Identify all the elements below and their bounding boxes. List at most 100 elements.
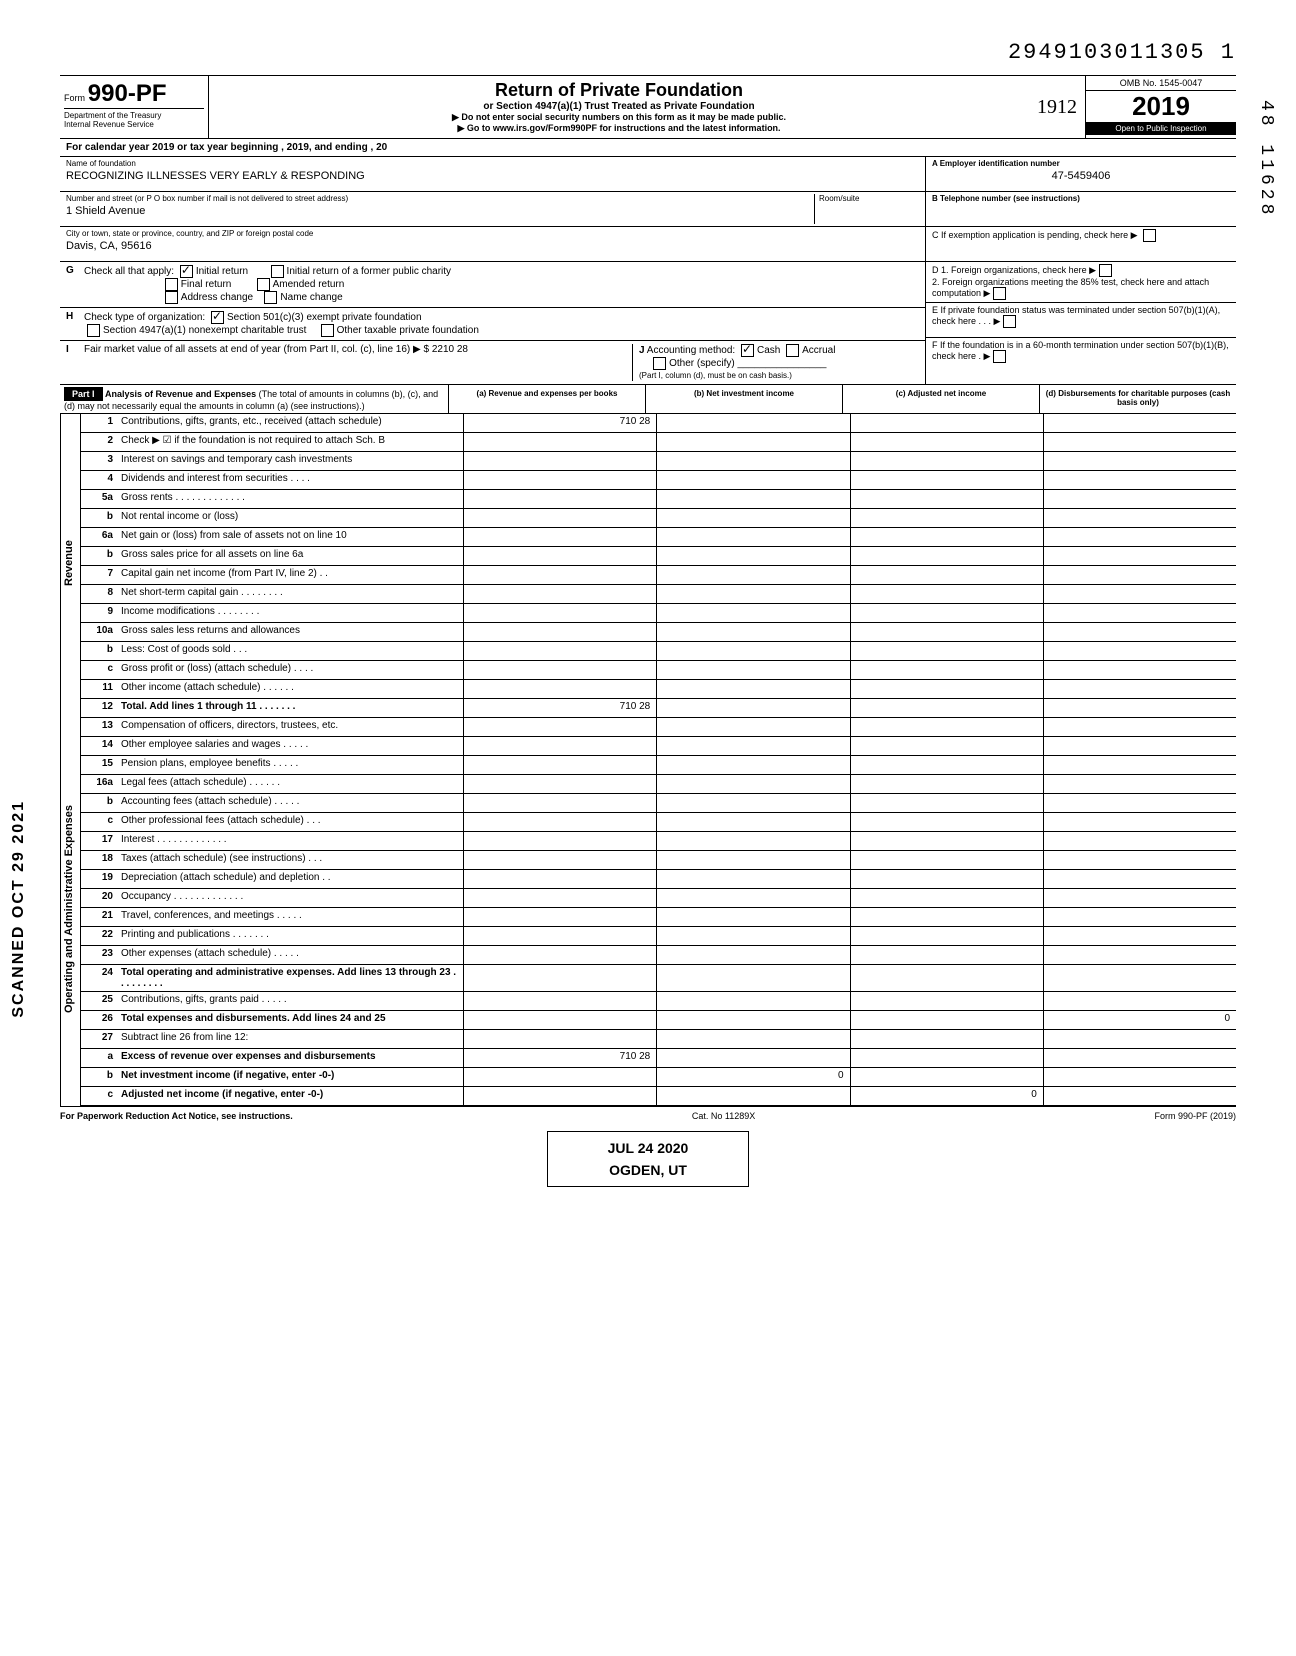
city-label: City or town, state or province, country…: [66, 229, 919, 238]
checkbox-terminated[interactable]: [1003, 315, 1016, 328]
table-row: 9Income modifications . . . . . . . .: [81, 604, 1236, 623]
line-number: 5a: [81, 490, 119, 508]
checkbox-name-change[interactable]: [264, 291, 277, 304]
line-cell: [850, 528, 1043, 546]
table-row: 16aLegal fees (attach schedule) . . . . …: [81, 775, 1236, 794]
checkbox-85-test[interactable]: [993, 287, 1006, 300]
checkbox-60month[interactable]: [993, 350, 1006, 363]
table-row: 3Interest on savings and temporary cash …: [81, 452, 1236, 471]
line-cell: [1043, 452, 1236, 470]
line-number: 13: [81, 718, 119, 736]
line-cell: [656, 813, 849, 831]
line-cell: [656, 756, 849, 774]
line-number: b: [81, 547, 119, 565]
line-cell: [656, 737, 849, 755]
checkbox-amended[interactable]: [257, 278, 270, 291]
part1-title: Analysis of Revenue and Expenses: [105, 389, 256, 399]
col-a-header: (a) Revenue and expenses per books: [448, 385, 645, 413]
line-cell: [850, 699, 1043, 717]
checkbox-accrual[interactable]: [786, 344, 799, 357]
line-cell: [850, 490, 1043, 508]
line-cell: [463, 585, 656, 603]
checkbox-former-charity[interactable]: [271, 265, 284, 278]
checkbox-final-return[interactable]: [165, 278, 178, 291]
line-description: Gross rents . . . . . . . . . . . . .: [119, 490, 463, 508]
line-cell: [1043, 509, 1236, 527]
line-number: 7: [81, 566, 119, 584]
table-row: 25Contributions, gifts, grants paid . . …: [81, 992, 1236, 1011]
line-cell: [656, 870, 849, 888]
table-row: 23Other expenses (attach schedule) . . .…: [81, 946, 1236, 965]
received-stamp: JUL 24 2020 OGDEN, UT: [547, 1131, 749, 1187]
line-cell: [463, 718, 656, 736]
tax-year: 2019: [1086, 91, 1236, 122]
line-cell: [850, 1011, 1043, 1029]
checkbox-exemption-pending[interactable]: [1143, 229, 1156, 242]
line-description: Capital gain net income (from Part IV, l…: [119, 566, 463, 584]
line-number: 4: [81, 471, 119, 489]
c-label: C If exemption application is pending, c…: [932, 230, 1138, 240]
line-cell: [1043, 794, 1236, 812]
side-code: 48 11628: [1256, 100, 1276, 218]
line-number: 17: [81, 832, 119, 850]
line-number: 12: [81, 699, 119, 717]
line-description: Net investment income (if negative, ente…: [119, 1068, 463, 1086]
row-g: G: [66, 265, 84, 276]
line-cell: [1043, 433, 1236, 451]
line-cell: [656, 794, 849, 812]
table-row: bAccounting fees (attach schedule) . . .…: [81, 794, 1236, 813]
table-row: 19Depreciation (attach schedule) and dep…: [81, 870, 1236, 889]
line-number: 10a: [81, 623, 119, 641]
table-row: 15Pension plans, employee benefits . . .…: [81, 756, 1236, 775]
e-label: E If private foundation status was termi…: [932, 305, 1220, 326]
line-cell: [463, 946, 656, 964]
line-cell: [463, 1068, 656, 1086]
checkbox-other-method[interactable]: [653, 357, 666, 370]
checkbox-foreign-org[interactable]: [1099, 264, 1112, 277]
table-row: 27Subtract line 26 from line 12:: [81, 1030, 1236, 1049]
footer-right: Form 990-PF (2019): [1154, 1111, 1236, 1121]
line-number: a: [81, 1049, 119, 1067]
line-cell: [1043, 585, 1236, 603]
dept-irs: Internal Revenue Service: [64, 120, 204, 129]
line-cell: [850, 870, 1043, 888]
line-cell: [463, 471, 656, 489]
line-cell: [656, 623, 849, 641]
line-cell: [1043, 775, 1236, 793]
checkbox-address-change[interactable]: [165, 291, 178, 304]
table-row: 13Compensation of officers, directors, t…: [81, 718, 1236, 737]
checkbox-4947[interactable]: [87, 324, 100, 337]
table-row: cGross profit or (loss) (attach schedule…: [81, 661, 1236, 680]
form-subtitle: or Section 4947(a)(1) Trust Treated as P…: [213, 101, 1025, 112]
checkbox-other-taxable[interactable]: [321, 324, 334, 337]
row-j: J: [639, 345, 645, 356]
line-description: Less: Cost of goods sold . . .: [119, 642, 463, 660]
line-cell: 0: [1043, 1011, 1236, 1029]
line-cell: [850, 718, 1043, 736]
line-cell: [656, 946, 849, 964]
col-c-header: (c) Adjusted net income: [842, 385, 1039, 413]
stamp-location: OGDEN, UT: [568, 1162, 728, 1178]
line-cell: [656, 718, 849, 736]
foundation-city: Davis, CA, 95616: [66, 238, 919, 252]
checkbox-initial-return[interactable]: [180, 265, 193, 278]
table-row: 4Dividends and interest from securities …: [81, 471, 1236, 490]
open-inspection: Open to Public Inspection: [1086, 122, 1236, 135]
line-cell: [463, 566, 656, 584]
line-number: c: [81, 661, 119, 679]
line-cell: [656, 642, 849, 660]
line-cell: [463, 870, 656, 888]
address-label: Number and street (or P O box number if …: [66, 194, 814, 203]
line-cell: [463, 547, 656, 565]
line-cell: [850, 946, 1043, 964]
line-description: Total operating and administrative expen…: [119, 965, 463, 991]
line-number: 23: [81, 946, 119, 964]
line-cell: 710 28: [463, 699, 656, 717]
checkbox-501c3[interactable]: [211, 311, 224, 324]
line-cell: [656, 699, 849, 717]
checkbox-cash[interactable]: [741, 344, 754, 357]
footer-mid: Cat. No 11289X: [692, 1111, 755, 1121]
line-description: Other expenses (attach schedule) . . . .…: [119, 946, 463, 964]
line-cell: [463, 452, 656, 470]
line-cell: [1043, 1068, 1236, 1086]
